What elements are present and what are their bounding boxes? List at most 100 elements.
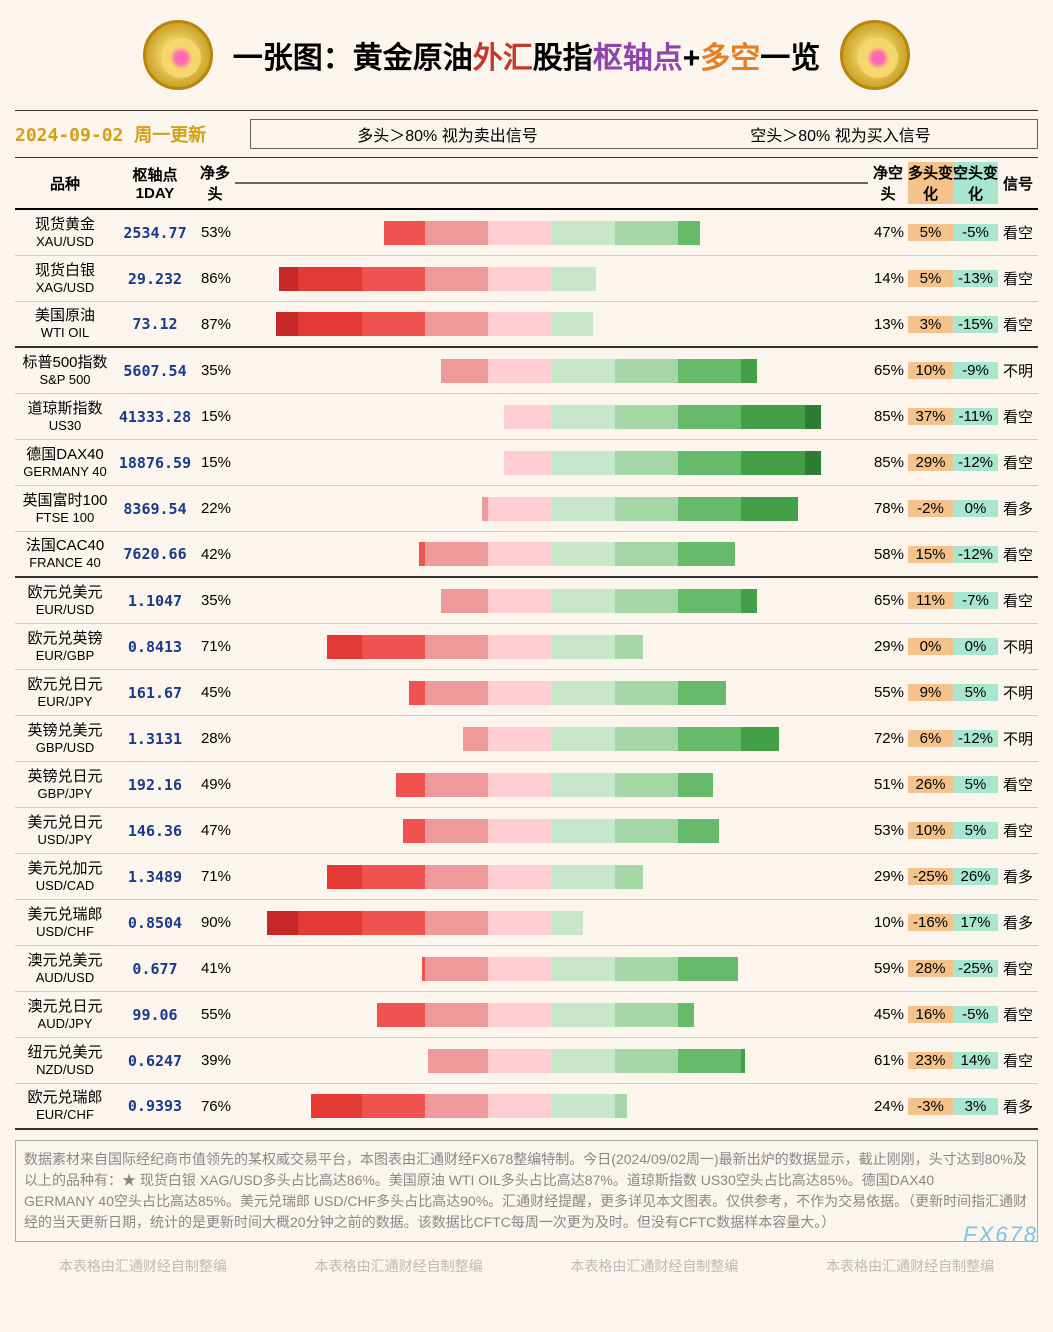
- name-cn: 美国原油: [15, 307, 115, 325]
- net-short-pct: 53%: [868, 822, 908, 839]
- medal-icon-left: [143, 20, 213, 90]
- long-change: -2%: [908, 500, 953, 517]
- header-name: 品种: [15, 173, 115, 194]
- scale-swatch: [446, 182, 499, 184]
- pivot-value: 99.06: [115, 1006, 195, 1024]
- bar-chart: [235, 815, 868, 847]
- name-en: EUR/CHF: [15, 1107, 115, 1123]
- signal: 看空: [998, 314, 1038, 335]
- short-change: 26%: [953, 868, 998, 885]
- instrument-name: 美元兑日元USD/JPY: [15, 814, 115, 848]
- name-en: USD/CHF: [15, 924, 115, 940]
- scale-swatch: [763, 182, 816, 184]
- bar-chart: [235, 585, 868, 617]
- signal: 看空: [998, 1004, 1038, 1025]
- scale-swatch: [341, 182, 394, 184]
- pivot-value: 1.3131: [115, 730, 195, 748]
- net-short-pct: 58%: [868, 546, 908, 563]
- net-short-pct: 14%: [868, 270, 908, 287]
- net-long-pct: 41%: [195, 960, 235, 977]
- instrument-name: 澳元兑日元AUD/JPY: [15, 998, 115, 1032]
- long-change: 10%: [908, 362, 953, 379]
- pivot-value: 1.3489: [115, 868, 195, 886]
- infographic-container: 一张图：黄金原油外汇股指枢轴点+多空一览 2024-09-02 周一更新 多头＞…: [0, 0, 1053, 1294]
- signal: 看空: [998, 1050, 1038, 1071]
- title-part1: 黄金原油: [353, 42, 473, 75]
- name-cn: 澳元兑美元: [15, 952, 115, 970]
- long-change: 3%: [908, 316, 953, 333]
- name-cn: 美元兑日元: [15, 814, 115, 832]
- short-change: 3%: [953, 1098, 998, 1115]
- instrument-name: 欧元兑英镑EUR/GBP: [15, 630, 115, 664]
- header-net-long: 净多头: [195, 162, 235, 204]
- scale-swatch: [604, 182, 657, 184]
- header-net-short: 净空头: [868, 162, 908, 204]
- long-change: 10%: [908, 822, 953, 839]
- instrument-name: 纽元兑美元NZD/USD: [15, 1044, 115, 1078]
- long-change: 5%: [908, 224, 953, 241]
- instrument-name: 英镑兑日元GBP/JPY: [15, 768, 115, 802]
- net-long-pct: 87%: [195, 316, 235, 333]
- long-change: 37%: [908, 408, 953, 425]
- table-row: 英镑兑美元GBP/USD1.313128%72%6%-12%不明: [15, 716, 1038, 762]
- table-row: 现货白银XAG/USD29.23286%14%5%-13%看空: [15, 256, 1038, 302]
- short-change: 14%: [953, 1052, 998, 1069]
- name-en: AUD/JPY: [15, 1016, 115, 1032]
- signal: 看空: [998, 820, 1038, 841]
- net-long-pct: 45%: [195, 684, 235, 701]
- instrument-name: 欧元兑瑞郎EUR/CHF: [15, 1089, 115, 1123]
- name-cn: 欧元兑英镑: [15, 630, 115, 648]
- table-row: 道琼斯指数US3041333.2815%85%37%-11%看空: [15, 394, 1038, 440]
- signal: 不明: [998, 360, 1038, 381]
- net-long-pct: 42%: [195, 546, 235, 563]
- name-cn: 欧元兑日元: [15, 676, 115, 694]
- pivot-value: 8369.54: [115, 500, 195, 518]
- name-en: XAU/USD: [15, 234, 115, 250]
- table-row: 欧元兑英镑EUR/GBP0.841371%29%0%0%不明: [15, 624, 1038, 670]
- signal: 看空: [998, 222, 1038, 243]
- scale-swatch: [393, 182, 446, 184]
- name-en: EUR/USD: [15, 602, 115, 618]
- net-short-pct: 85%: [868, 454, 908, 471]
- bar-chart: [235, 401, 868, 433]
- instrument-name: 现货白银XAG/USD: [15, 262, 115, 296]
- bar-chart: [235, 999, 868, 1031]
- pivot-value: 0.8504: [115, 914, 195, 932]
- net-short-pct: 55%: [868, 684, 908, 701]
- pivot-value: 2534.77: [115, 224, 195, 242]
- net-long-pct: 22%: [195, 500, 235, 517]
- table-row: 欧元兑美元EUR/USD1.104735%65%11%-7%看空: [15, 578, 1038, 624]
- signal: 看空: [998, 268, 1038, 289]
- name-en: NZD/USD: [15, 1062, 115, 1078]
- title-plus: +: [683, 42, 701, 75]
- pivot-value: 5607.54: [115, 362, 195, 380]
- legend-box: 多头＞80% 视为卖出信号 空头＞80% 视为买入信号: [250, 119, 1038, 149]
- table-row: 标普500指数S&P 5005607.5435%65%10%-9%不明: [15, 348, 1038, 394]
- long-change: -3%: [908, 1098, 953, 1115]
- signal: 不明: [998, 636, 1038, 657]
- instrument-name: 美国原油WTI OIL: [15, 307, 115, 341]
- name-cn: 美元兑瑞郎: [15, 906, 115, 924]
- short-change: -9%: [953, 362, 998, 379]
- credit-1: 本表格由汇通财经自制整编: [59, 1256, 227, 1276]
- legend-left: 多头＞80% 视为卖出信号: [357, 122, 537, 146]
- bar-chart: [235, 677, 868, 709]
- long-change: 26%: [908, 776, 953, 793]
- name-cn: 纽元兑美元: [15, 1044, 115, 1062]
- signal: 不明: [998, 728, 1038, 749]
- credit-2: 本表格由汇通财经自制整编: [315, 1256, 483, 1276]
- short-change: -5%: [953, 1006, 998, 1023]
- bar-chart: [235, 447, 868, 479]
- short-change: -13%: [953, 270, 998, 287]
- pivot-value: 29.232: [115, 270, 195, 288]
- net-long-pct: 49%: [195, 776, 235, 793]
- signal: 看多: [998, 912, 1038, 933]
- long-change: 9%: [908, 684, 953, 701]
- net-short-pct: 13%: [868, 316, 908, 333]
- table-row: 美元兑瑞郎USD/CHF0.850490%10%-16%17%看多: [15, 900, 1038, 946]
- scale-swatch: [815, 182, 868, 184]
- name-cn: 澳元兑日元: [15, 998, 115, 1016]
- pivot-value: 0.6247: [115, 1052, 195, 1070]
- name-cn: 欧元兑瑞郎: [15, 1089, 115, 1107]
- name-en: XAG/USD: [15, 280, 115, 296]
